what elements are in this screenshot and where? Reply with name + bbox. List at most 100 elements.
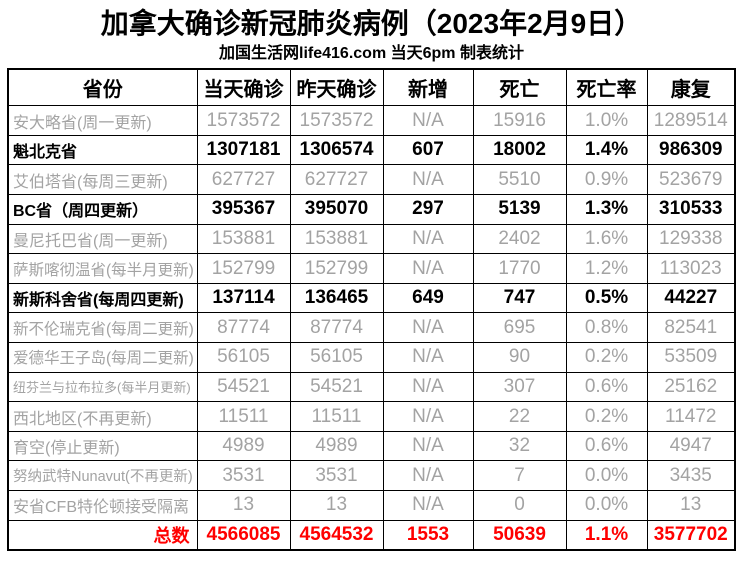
cell-death_rate: 0.2% <box>565 342 648 373</box>
cell-death_rate: 0.2% <box>565 401 648 432</box>
cell-today_confirmed: 1573572 <box>196 105 291 136</box>
cell-today_confirmed: 11511 <box>196 401 291 432</box>
cell-yesterday_confirmed: 1573572 <box>289 105 384 136</box>
cell-death_rate: 1.2% <box>565 253 648 284</box>
cell-province: 安大略省(周一更新) <box>7 105 198 136</box>
cell-deaths: 22 <box>472 401 567 432</box>
cell-today_confirmed: 87774 <box>196 312 291 344</box>
cell-yesterday_confirmed: 153881 <box>289 223 384 255</box>
table-row: 新不伦瑞克省(每周二更新) 87774 87774 N/A 695 0.8% 82541 <box>7 312 736 344</box>
table-header-row: 省份 当天确诊 昨天确诊 新增 死亡 死亡率 康复 <box>7 68 736 107</box>
cell-today_confirmed: 152799 <box>196 253 291 284</box>
cell-yesterday_confirmed: 87774 <box>289 312 384 344</box>
cell-province: 总数 <box>7 519 198 551</box>
cell-deaths: 695 <box>472 312 567 344</box>
cell-new_cases: N/A <box>382 460 474 491</box>
table-row: 新斯科舍省(每周四更新) 137114 136465 649 747 0.5% 44227 <box>7 282 736 314</box>
cell-province: 安省CFB特伦顿接受隔离 <box>7 490 198 521</box>
table-row: BC省（周四更新） 395367 395070 297 5139 1.3% 310533 <box>7 194 736 225</box>
cell-recovered: 129338 <box>646 223 736 255</box>
cell-deaths: 5510 <box>472 164 567 196</box>
page-subtitle: 加国生活网life416.com 当天6pm 制表统计 <box>219 44 524 62</box>
cell-deaths: 5139 <box>472 194 567 225</box>
cell-province: 爱德华王子岛(每周二更新) <box>7 342 198 373</box>
cell-death_rate: 0.8% <box>565 312 648 344</box>
cell-today_confirmed: 3531 <box>196 460 291 491</box>
cell-deaths: 2402 <box>472 223 567 255</box>
cell-deaths: 0 <box>472 490 567 521</box>
cell-new_cases: N/A <box>382 430 474 462</box>
cell-province: 新不伦瑞克省(每周二更新) <box>7 312 198 344</box>
cell-deaths: 307 <box>472 371 567 403</box>
covid-stats-table: 省份 当天确诊 昨天确诊 新增 死亡 死亡率 康复 安大略省(周一更新) 1573572 157… <box>7 67 736 551</box>
cell-death_rate: 1.3% <box>565 194 648 225</box>
cell-province: 魁北克省 <box>7 134 198 166</box>
cell-province: 艾伯塔省(每周三更新) <box>7 164 198 196</box>
column-header-recovered: 康复 <box>646 68 736 107</box>
cell-today_confirmed: 153881 <box>196 223 291 255</box>
table-row: 萨斯喀彻温省(每半月更新) 152799 152799 N/A 1770 1.2% 1130… <box>7 253 736 284</box>
cell-recovered: 1289514 <box>646 105 736 136</box>
table-row: 曼尼托巴省(周一更新) 153881 153881 N/A 2402 1.6% 129338 <box>7 223 736 255</box>
column-header-province: 省份 <box>7 68 198 107</box>
table-row: 爱德华王子岛(每周二更新) 56105 56105 N/A 90 0.2% 53509 <box>7 342 736 373</box>
cell-yesterday_confirmed: 56105 <box>289 342 384 373</box>
cell-new_cases: N/A <box>382 164 474 196</box>
cell-yesterday_confirmed: 395070 <box>289 194 384 225</box>
cell-death_rate: 0.6% <box>565 371 648 403</box>
cell-death_rate: 1.6% <box>565 223 648 255</box>
cell-yesterday_confirmed: 1306574 <box>289 134 384 166</box>
cell-today_confirmed: 395367 <box>196 194 291 225</box>
cell-province: BC省（周四更新） <box>7 194 198 225</box>
cell-new_cases: N/A <box>382 401 474 432</box>
page-title: 加拿大确诊新冠肺炎病例（2023年2月9日） <box>100 8 643 39</box>
cell-recovered: 523679 <box>646 164 736 196</box>
cell-yesterday_confirmed: 4564532 <box>289 519 384 551</box>
column-header-yesterday_confirmed: 昨天确诊 <box>289 68 384 107</box>
cell-today_confirmed: 56105 <box>196 342 291 373</box>
cell-death_rate: 1.1% <box>565 519 648 551</box>
cell-today_confirmed: 4566085 <box>196 519 291 551</box>
cell-recovered: 3577702 <box>646 519 736 551</box>
cell-death_rate: 0.5% <box>565 282 648 314</box>
cell-deaths: 50639 <box>472 519 567 551</box>
cell-today_confirmed: 137114 <box>196 282 291 314</box>
cell-today_confirmed: 1307181 <box>196 134 291 166</box>
table-row: 育空(停止更新) 4989 4989 N/A 32 0.6% 4947 <box>7 430 736 462</box>
cell-today_confirmed: 54521 <box>196 371 291 403</box>
cell-yesterday_confirmed: 54521 <box>289 371 384 403</box>
table-row: 艾伯塔省(每周三更新) 627727 627727 N/A 5510 0.9% 523679 <box>7 164 736 196</box>
cell-recovered: 13 <box>646 490 736 521</box>
cell-deaths: 15916 <box>472 105 567 136</box>
cell-death_rate: 0.0% <box>565 490 648 521</box>
cell-province: 萨斯喀彻温省(每半月更新) <box>7 253 198 284</box>
cell-province: 曼尼托巴省(周一更新) <box>7 223 198 255</box>
cell-deaths: 90 <box>472 342 567 373</box>
cell-death_rate: 1.0% <box>565 105 648 136</box>
table-row: 魁北克省 1307181 1306574 607 18002 1.4% 986309 <box>7 134 736 166</box>
cell-death_rate: 0.6% <box>565 430 648 462</box>
cell-yesterday_confirmed: 4989 <box>289 430 384 462</box>
cell-recovered: 44227 <box>646 282 736 314</box>
cell-new_cases: 607 <box>382 134 474 166</box>
cell-new_cases: N/A <box>382 342 474 373</box>
cell-recovered: 310533 <box>646 194 736 225</box>
cell-deaths: 747 <box>472 282 567 314</box>
table-row: 安大略省(周一更新) 1573572 1573572 N/A 15916 1.0% 1289… <box>7 105 736 136</box>
cell-province: 西北地区(不再更新) <box>7 401 198 432</box>
table-row: 努纳武特Nunavut(不再更新) 3531 3531 N/A 7 0.0% 3435 <box>7 460 736 491</box>
column-header-new_cases: 新增 <box>382 68 474 107</box>
cell-yesterday_confirmed: 627727 <box>289 164 384 196</box>
cell-death_rate: 0.9% <box>565 164 648 196</box>
cell-recovered: 113023 <box>646 253 736 284</box>
cell-deaths: 32 <box>472 430 567 462</box>
table-row: 西北地区(不再更新) 11511 11511 N/A 22 0.2% 11472 <box>7 401 736 432</box>
cell-yesterday_confirmed: 11511 <box>289 401 384 432</box>
cell-today_confirmed: 4989 <box>196 430 291 462</box>
cell-recovered: 11472 <box>646 401 736 432</box>
table-row: 纽芬兰与拉布拉多(每半月更新) 54521 54521 N/A 307 0.6% 25162 <box>7 371 736 403</box>
cell-yesterday_confirmed: 152799 <box>289 253 384 284</box>
cell-province: 努纳武特Nunavut(不再更新) <box>7 460 198 491</box>
cell-new_cases: 297 <box>382 194 474 225</box>
column-header-deaths: 死亡 <box>472 68 567 107</box>
